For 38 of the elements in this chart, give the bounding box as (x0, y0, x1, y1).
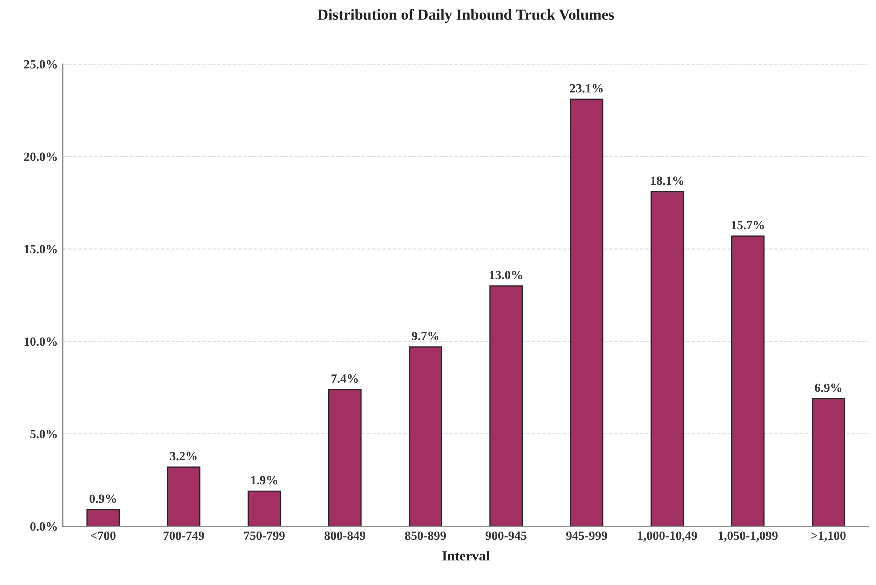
data-label: 9.7% (412, 332, 439, 341)
bar (328, 389, 362, 526)
data-label: 6.9% (815, 384, 842, 392)
x-tick-label: >1,100 (812, 532, 846, 542)
x-axis-title: Interval (442, 551, 490, 561)
data-label: 15.7% (732, 221, 764, 230)
x-tick-label: 750-799 (244, 532, 285, 540)
data-label: 18.1% (651, 176, 684, 186)
data-label: 23.1% (570, 84, 603, 93)
chart-title: Distribution of Daily Inbound Truck Volumes (318, 9, 614, 24)
y-tick-label: 10.0% (24, 338, 58, 346)
bar (570, 98, 604, 526)
data-label: 7.4% (332, 374, 358, 384)
x-tick-label: 1,000-10,49 (638, 532, 698, 542)
data-label: 1.9% (251, 476, 278, 485)
x-tick-label: 900-945 (486, 532, 527, 540)
bar (86, 509, 120, 526)
y-tick-label: 25.0% (24, 60, 58, 69)
bar (490, 286, 523, 526)
x-tick-label: 1,050-1,099 (718, 532, 778, 542)
x-tick-label: <700 (91, 532, 116, 540)
y-tick-label: 0.0% (30, 522, 58, 532)
data-label: 13.0% (490, 271, 522, 280)
x-tick-label: 700-749 (164, 532, 204, 540)
y-tick-label: 5.0% (30, 430, 58, 439)
bar (650, 191, 684, 526)
data-label: 0.9% (90, 494, 116, 504)
bar (248, 490, 282, 526)
y-tick-label: 20.0% (24, 152, 58, 162)
bar (731, 236, 765, 526)
data-label: 3.2% (170, 452, 197, 461)
bar (812, 398, 846, 526)
bar (409, 346, 442, 526)
x-tick-label: 800-849 (324, 532, 366, 540)
y-tick-label: 15.0% (24, 245, 58, 254)
x-tick-label: 945-999 (566, 532, 608, 540)
bar (167, 466, 201, 526)
x-tick-label: 850-899 (405, 532, 446, 540)
